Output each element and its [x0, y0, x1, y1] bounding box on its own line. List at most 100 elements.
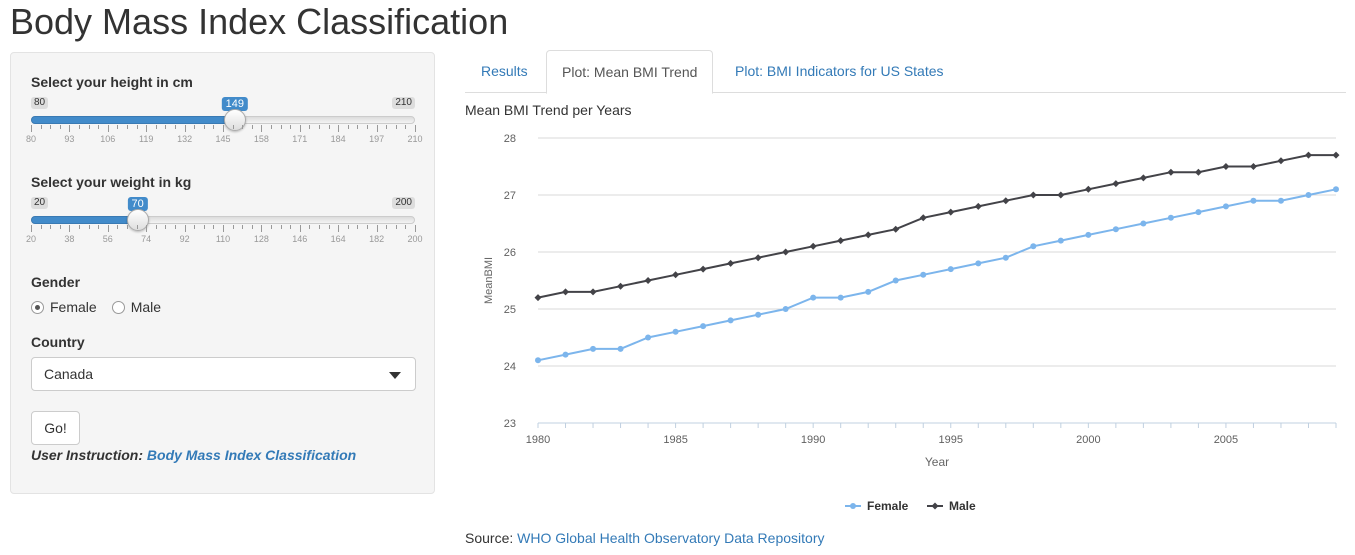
weight-slider-tick	[107, 225, 109, 232]
weight-slider-tick	[117, 225, 119, 229]
weight-slider-tick	[347, 225, 349, 229]
y-tick-label: 25	[504, 304, 516, 316]
data-point-female	[535, 357, 541, 364]
height-slider-tick	[127, 125, 128, 129]
weight-slider-tick	[165, 225, 167, 229]
data-point-female	[1195, 209, 1202, 216]
weight-slider-grid-label: 92	[179, 234, 190, 244]
data-point-female	[1085, 231, 1092, 238]
data-point-male	[1139, 174, 1147, 182]
height-slider-tick	[232, 125, 234, 129]
height-slider-grid-label: 184	[330, 134, 346, 144]
data-point-male	[1249, 163, 1257, 170]
country-select[interactable]: Canada	[31, 357, 416, 391]
caret-down-icon[interactable]	[389, 372, 401, 379]
data-point-female	[1333, 186, 1339, 193]
height-value-bubble: 149	[221, 97, 248, 111]
radio-checked-icon[interactable]	[31, 300, 44, 314]
height-slider-tick	[146, 125, 148, 132]
height-slider-grid-label: 197	[369, 134, 385, 144]
source-link[interactable]: WHO Global Health Observatory Data Repos…	[517, 530, 825, 546]
data-point-female	[1222, 203, 1229, 210]
height-slider-grid-label: 106	[100, 134, 116, 144]
height-slider-tick	[319, 125, 320, 129]
gender-option-female[interactable]: Female	[31, 299, 97, 315]
weight-slider-grid-label: 74	[141, 234, 152, 244]
weight-slider-tick	[59, 225, 61, 229]
data-point-male	[1222, 163, 1230, 170]
weight-slider-tick	[386, 225, 388, 229]
chart-heading: Mean BMI Trend per Years	[465, 102, 632, 118]
instruction-link[interactable]: Body Mass Index Classification	[146, 447, 357, 463]
height-slider-grid-label: 210	[407, 134, 423, 144]
data-point-male	[754, 254, 762, 262]
gender-option-male[interactable]: Male	[111, 299, 161, 315]
weight-slider-tick	[319, 225, 320, 229]
data-point-male	[617, 282, 625, 290]
data-point-female	[837, 294, 844, 301]
weight-slider-tick	[376, 225, 378, 232]
height-slider-tick	[50, 125, 52, 129]
height-slider-grid-label: 171	[292, 134, 308, 144]
weight-slider-ticks	[31, 225, 416, 233]
weight-slider-fill	[31, 216, 138, 224]
data-point-female	[1167, 214, 1174, 221]
go-button[interactable]: Go!	[31, 411, 80, 445]
height-slider[interactable]: 80 210 149 80 93 106 119 132 145 158 171 184 197 2…	[26, 97, 423, 157]
data-point-female	[1305, 192, 1312, 198]
height-slider-tick	[88, 125, 90, 129]
x-tick-label: 1980	[526, 434, 550, 446]
data-point-female	[727, 317, 734, 324]
height-slider-tick	[59, 125, 61, 129]
series-line-male	[537, 154, 1336, 299]
height-slider-tick	[184, 125, 186, 132]
weight-slider-tick	[146, 225, 148, 232]
data-point-female	[782, 306, 789, 312]
weight-slider-handle[interactable]	[126, 209, 149, 231]
weight-slider-tick	[213, 225, 215, 229]
data-point-female	[810, 294, 817, 301]
x-tick-label: 1995	[939, 434, 963, 446]
weight-slider-tick	[155, 225, 157, 229]
data-point-male	[1057, 191, 1065, 199]
data-point-male	[919, 214, 927, 222]
weight-slider-tick	[367, 225, 368, 229]
data-point-female	[865, 288, 872, 295]
source-line: Source: WHO Global Health Observatory Da…	[465, 530, 824, 546]
weight-value-bubble: 70	[127, 197, 148, 211]
height-slider-handle[interactable]	[223, 109, 246, 131]
page-title: Body Mass Index Classification	[10, 1, 509, 42]
height-slider-tick	[223, 125, 224, 132]
weight-slider-grid-label: 200	[407, 234, 423, 244]
tab-bmi-indicators-us-states[interactable]: Plot: BMI Indicators for US States	[735, 63, 944, 79]
data-point-male	[947, 208, 955, 216]
tab-results[interactable]: Results	[481, 63, 528, 79]
data-point-male	[1194, 168, 1202, 176]
series-line-female	[537, 188, 1337, 362]
data-point-female	[617, 345, 624, 352]
height-slider-tick	[98, 125, 100, 129]
x-tick-label: 2000	[1076, 434, 1100, 446]
radio-unchecked-icon[interactable]	[111, 300, 125, 314]
tab-mean-bmi-trend[interactable]: Plot: Mean BMI Trend	[546, 50, 714, 94]
data-point-female	[700, 323, 707, 330]
weight-slider-tick	[261, 225, 263, 232]
legend-label-female: Female	[867, 499, 909, 513]
height-slider-tick	[271, 125, 272, 129]
weight-slider-grid-label: 38	[64, 234, 75, 244]
data-point-female	[892, 277, 899, 284]
height-slider-tick	[79, 125, 80, 129]
data-point-male	[699, 265, 707, 273]
height-slider-tick	[175, 125, 176, 129]
data-point-male	[864, 231, 872, 239]
weight-slider-tick	[69, 225, 71, 232]
height-slider-tick	[136, 125, 138, 129]
height-slider-tick	[376, 125, 378, 132]
sidebar-panel: Select your height in cm 80 210 149 80 93…	[10, 52, 435, 494]
height-slider-grid-label: 132	[177, 134, 193, 144]
data-point-male	[809, 242, 817, 250]
weight-max-label: 200	[392, 197, 415, 209]
weight-slider-tick	[415, 225, 416, 232]
weight-slider[interactable]: 20 200 70 20 38 56 74 92 110 128 146 164 182 200	[26, 197, 423, 257]
data-point-male	[1277, 157, 1285, 165]
